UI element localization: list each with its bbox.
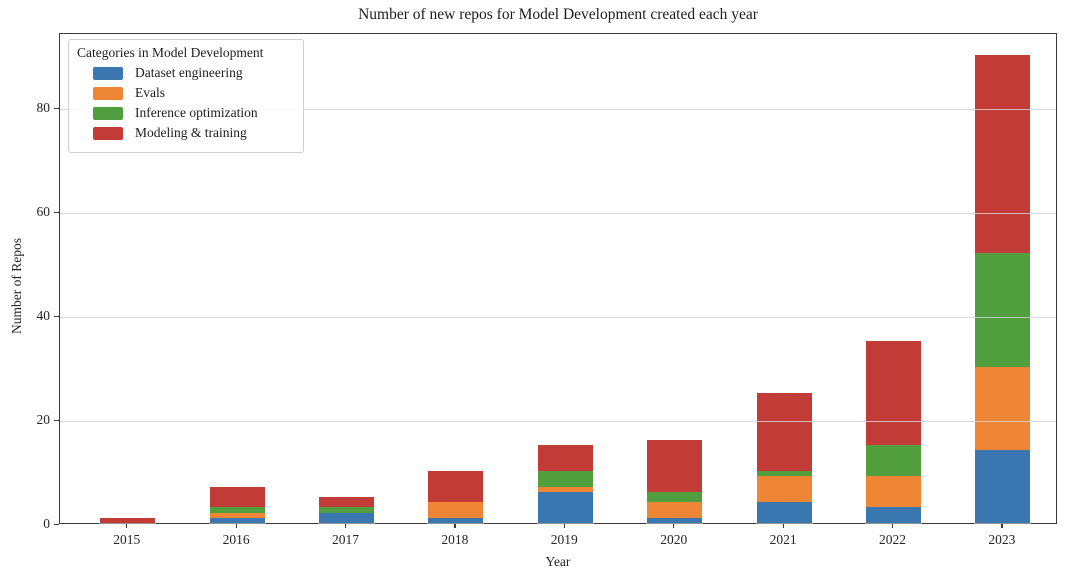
legend-item-modeling-training: Modeling & training [93,125,295,141]
x-tick-label-2017: 2017 [332,532,359,547]
x-tick-2016 [235,524,237,528]
bar-segment-2019-dataset-engineering [537,491,593,523]
legend-item-evals: Evals [93,85,295,101]
legend-swatch-inference-optimization [93,106,123,120]
x-tick-2022 [892,524,894,528]
bar-segment-2018-dataset-engineering [428,517,484,523]
bar-segment-2017-dataset-engineering [319,512,374,523]
bar-segment-2023-inference-optimization [975,252,1031,368]
legend-item-inference-optimization: Inference optimization [93,105,295,121]
bar-2018 [427,470,485,524]
bar-segment-2022-dataset-engineering [866,507,921,523]
bar-segment-2023-modeling-training [975,55,1031,253]
bar-segment-2021-evals [756,476,812,503]
x-tick-2021 [782,524,784,528]
bar-segment-2017-inference-optimization [319,507,374,513]
bar-segment-2020-evals [647,502,703,518]
y-tick-20 [54,419,59,421]
legend: Categories in Model Development Dataset … [68,39,304,153]
bar-segment-2019-inference-optimization [537,471,593,487]
legend-label-inference-optimization: Inference optimization [135,105,258,120]
bar-segment-2016-evals [209,512,265,518]
bar-2016 [208,485,266,525]
x-tick-label-2019: 2019 [550,532,578,547]
y-tick-60 [54,211,59,214]
bar-segment-2021-dataset-engineering [756,502,812,523]
bar-2015 [99,516,157,525]
bar-segment-2020-modeling-training [647,439,703,492]
legend-label-modeling-training: Modeling & training [135,125,247,140]
x-tick-2015 [126,524,128,528]
x-tick-2017 [345,524,347,528]
bar-segment-2016-modeling-training [209,486,265,508]
bar-2017 [318,496,375,524]
bar-2022 [865,340,922,524]
legend-title: Categories in Model Development [77,45,264,60]
legend-item-dataset-engineering: Dataset engineering [93,65,295,81]
y-tick-label-80: 80 [36,100,51,116]
bar-2023 [974,54,1032,524]
bar-2019 [536,444,594,524]
legend-swatch-evals [93,86,123,100]
x-tick-label-2015: 2015 [113,532,141,547]
bar-segment-2016-dataset-engineering [209,517,265,523]
gridline-y80 [60,109,1056,111]
gridline-y40 [60,317,1056,319]
legend-label-dataset-engineering: Dataset engineering [135,65,243,80]
x-tick-2019 [563,524,566,528]
chart-title: Number of new repos for Model Developmen… [358,6,758,23]
legend-items: Dataset engineering Evals Inference optimi… [77,65,295,141]
y-tick-label-0: 0 [43,516,50,531]
y-tick-label-20: 20 [36,412,51,428]
y-tick-label-60: 60 [36,204,51,220]
bar-segment-2021-inference-optimization [756,471,812,477]
bar-segment-2020-dataset-engineering [647,517,703,523]
bar-segment-2018-evals [428,502,484,518]
y-tick-40 [54,315,59,317]
x-tick-label-2018: 2018 [441,532,469,547]
bar-segment-2019-modeling-training [537,445,593,472]
x-tick-2018 [454,524,456,528]
bar-segment-2019-evals [537,486,593,492]
gridline-y60 [60,213,1056,215]
bar-segment-2018-modeling-training [428,471,484,503]
bar-segment-2015-modeling-training [100,517,156,523]
bar-segment-2022-inference-optimization [866,445,921,477]
bar-segment-2016-inference-optimization [209,507,265,513]
x-tick-2023 [1001,524,1003,528]
y-tick-80 [54,107,59,110]
bar-2020 [646,438,704,525]
x-tick-2020 [673,524,675,528]
bar-segment-2023-evals [975,367,1031,451]
legend-swatch-modeling-training [93,126,123,140]
x-tick-label-2021: 2021 [769,532,797,547]
bar-segment-2017-modeling-training [319,497,374,508]
x-tick-label-2016: 2016 [222,532,250,547]
bar-segment-2020-inference-optimization [647,491,703,503]
bar-segment-2021-modeling-training [756,393,812,472]
bar-segment-2023-dataset-engineering [975,450,1031,523]
x-tick-label-2020: 2020 [660,532,688,547]
x-axis-label: Year [545,554,571,569]
y-axis-label: Number of Repos [9,238,24,334]
legend-label-evals: Evals [135,85,165,100]
legend-swatch-dataset-engineering [93,66,123,80]
gridline-y20 [60,421,1056,423]
x-tick-label-2022: 2022 [879,532,906,547]
y-tick-0 [54,523,59,525]
bar-segment-2022-modeling-training [866,341,921,446]
x-tick-label-2023: 2023 [988,532,1016,547]
bar-segment-2022-evals [866,476,921,508]
bar-2021 [755,392,813,524]
y-tick-label-40: 40 [36,308,51,324]
